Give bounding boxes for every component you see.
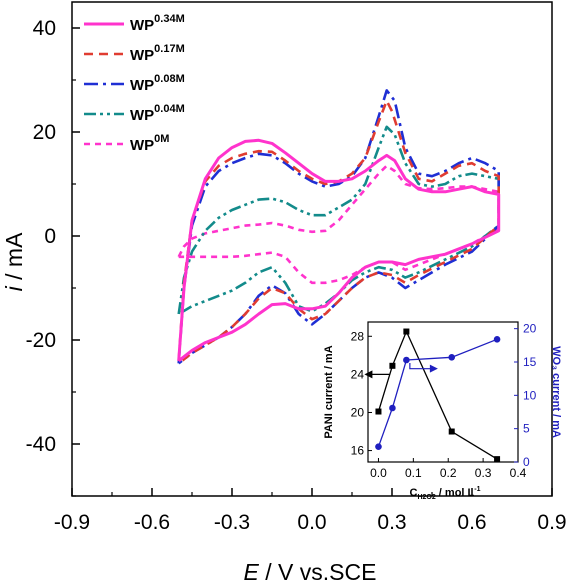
inset-left-tick-label: 16 [351,444,365,458]
inset-right-tick-label: 10 [523,388,537,402]
inset-right-tick-label: 15 [523,355,537,369]
x-axis-title: E / V vs.SCE [244,559,377,584]
inset-left-tick-label: 20 [351,405,365,419]
inset-wo3-point [375,443,382,450]
inset-x-tick-label: 0.2 [440,466,457,480]
y-axis-title: i / mA [1,232,27,291]
cv-curve-0.34m [177,138,501,362]
x-tick-label: 0.3 [377,511,406,534]
inset-marks: 0.0 0.1 0.2 0.3 0.4 16 20 24 28 0 5 10 15 20 [351,322,537,480]
cv-curves [177,89,501,365]
inset-pani-point [448,428,455,435]
inset-x-axis-title: CH2O2 / mol L-1 [410,486,481,501]
inset-pani-point [494,456,501,463]
axis-ticks: -0.9 -0.6 -0.3 0.0 0.3 0.6 0.9 40 20 0 -20 -40 [26,17,567,534]
legend-label: WP0.34M [130,13,185,34]
inset-x-tick-label: 0.0 [370,466,387,480]
y-tick-label: 0 [44,225,56,248]
inset-wo3-point [389,404,396,412]
inset-x-tick-label: 0.3 [475,466,492,480]
x-tick-label: -0.3 [214,511,250,534]
inset-wo3-point [448,354,456,361]
x-tick-label: 0.6 [457,511,486,534]
y-tick-label: -20 [26,329,56,352]
y-tick-label: -40 [26,433,56,456]
y-tick-label: 40 [33,17,56,40]
inset-frame [367,321,519,463]
inset-right-tick-label: 20 [523,322,537,336]
legend-label: WP0M [130,133,169,154]
inset-right-tick-label: 5 [523,422,530,436]
legend-label: WP0.04M [130,103,185,124]
inset-x-tick-label: 0.1 [405,466,422,480]
x-tick-label: 0.0 [297,511,326,534]
cv-curve-0.08m [177,89,500,365]
legend-label: WP0.08M [130,73,185,94]
legend-label: WP0.17M [130,43,185,64]
right-axis-indicator-arrow [409,363,432,370]
inset-wo3-point [493,336,501,343]
legend: WP0.34M WP0.17M WP0.08M WP0.04M WP0M [84,13,185,154]
inset-left-tick-label: 24 [351,367,365,381]
x-tick-label: -0.9 [54,511,90,534]
inset-right-axis-title: WO₃ current / mA [550,346,562,438]
inset-chart: 0.0 0.1 0.2 0.3 0.4 16 20 24 28 0 5 10 15 20 CH2O2 / … [323,321,562,501]
inset-pani-point [389,362,396,369]
left-axis-arrowhead [364,370,373,379]
y-tick-label: 20 [33,121,56,144]
inset-wo3-point [403,356,410,364]
inset-right-tick-label: 0 [523,455,530,469]
x-tick-label: -0.6 [134,511,170,534]
cv-curve-0.17m [177,99,500,365]
inset-x-tick-label: 0.4 [510,466,527,480]
inset-left-tick-label: 28 [351,329,365,343]
inset-left-axis-title: PANI current / mA [323,345,335,438]
right-axis-arrowhead [429,364,438,373]
inset-pani-point [375,408,382,415]
cv-curve-0.04m [177,125,500,316]
x-tick-label: 0.9 [537,511,566,534]
inset-pani-point [403,328,410,335]
